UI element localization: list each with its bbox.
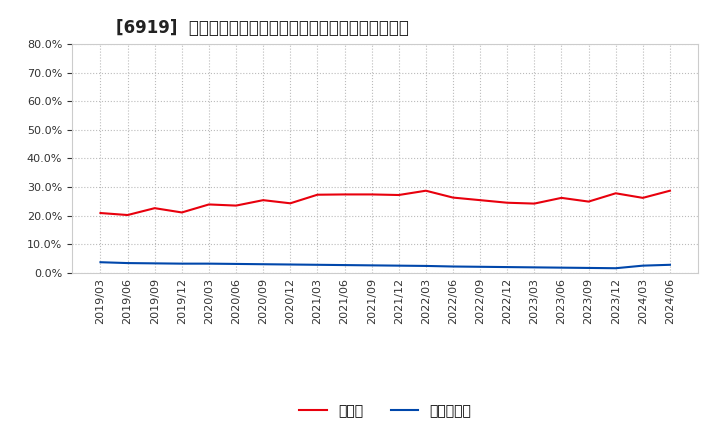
現領金: [611, 191, 620, 196]
有利子負債: [259, 261, 268, 267]
Legend: 現領金, 有利子負債: 現領金, 有利子負債: [293, 399, 477, 424]
有利子負債: [584, 265, 593, 271]
有利子負債: [476, 264, 485, 269]
現領金: [503, 200, 511, 205]
有利子負債: [96, 260, 105, 265]
有利子負債: [449, 264, 457, 269]
有利子負債: [178, 261, 186, 266]
有利子負債: [611, 266, 620, 271]
有利子負債: [123, 260, 132, 266]
現領金: [313, 192, 322, 198]
Text: [6919]  現領金、有利子負債の総資産に対する比率の推移: [6919] 現領金、有利子負債の総資産に対する比率の推移: [116, 19, 409, 37]
現領金: [476, 198, 485, 203]
現領金: [530, 201, 539, 206]
現領金: [232, 203, 240, 208]
現領金: [259, 198, 268, 203]
有利子負債: [395, 263, 403, 268]
現領金: [341, 192, 349, 197]
現領金: [204, 202, 213, 207]
有利子負債: [204, 261, 213, 266]
有利子負債: [665, 262, 674, 268]
現領金: [367, 192, 376, 197]
有利子負債: [503, 264, 511, 270]
現領金: [150, 205, 159, 211]
有利子負債: [313, 262, 322, 268]
有利子負債: [421, 263, 430, 268]
有利子負債: [530, 265, 539, 270]
現領金: [421, 188, 430, 193]
現領金: [178, 210, 186, 215]
Line: 有利子負債: 有利子負債: [101, 262, 670, 268]
有利子負債: [286, 262, 294, 267]
現領金: [286, 201, 294, 206]
有利子負債: [557, 265, 566, 270]
現領金: [665, 188, 674, 193]
有利子負債: [639, 263, 647, 268]
現領金: [584, 199, 593, 204]
現領金: [639, 195, 647, 201]
現領金: [449, 195, 457, 200]
有利子負債: [367, 263, 376, 268]
有利子負債: [341, 262, 349, 268]
現領金: [395, 192, 403, 198]
現領金: [557, 195, 566, 201]
有利子負債: [232, 261, 240, 267]
有利子負債: [150, 261, 159, 266]
現領金: [123, 213, 132, 218]
現領金: [96, 210, 105, 216]
Line: 現領金: 現領金: [101, 191, 670, 215]
